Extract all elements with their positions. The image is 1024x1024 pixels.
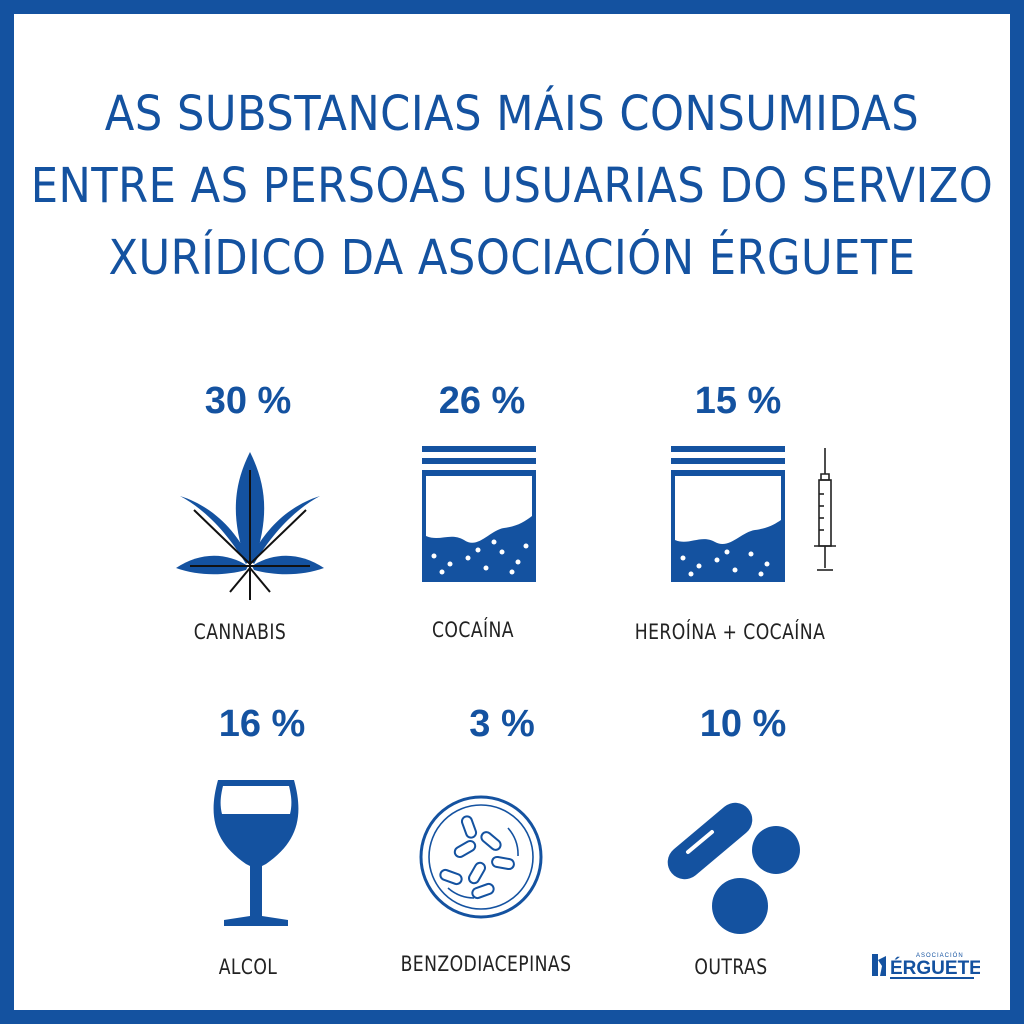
category-label-cocaina: COCAÍNA bbox=[432, 618, 514, 642]
pill-plate-icon bbox=[419, 795, 543, 919]
value-label-alcol: 16 % bbox=[218, 703, 306, 745]
title-line-2: ENTRE AS PERSOAS USUARIAS DO SERVIZO bbox=[30, 158, 994, 214]
capsules-icon bbox=[667, 802, 800, 934]
category-label-outras: OUTRAS bbox=[694, 955, 768, 979]
value-label-cocaina: 26 % bbox=[438, 380, 526, 422]
powder-bag-syringe-icon bbox=[671, 446, 785, 582]
syringe-icon bbox=[814, 448, 836, 571]
svg-text:ÉRGUETE: ÉRGUETE bbox=[890, 957, 980, 979]
erguete-logo: ASOCIACIÓN ÉRGUETE bbox=[870, 950, 982, 984]
value-label-heroina-cocaina: 15 % bbox=[694, 380, 782, 422]
svg-text:ASOCIACIÓN: ASOCIACIÓN bbox=[916, 952, 964, 959]
value-label-benzodiacepinas: 3 % bbox=[469, 703, 535, 745]
cannabis-leaf-icon bbox=[176, 452, 324, 600]
wine-glass-icon bbox=[213, 780, 299, 926]
category-label-cannabis: CANNABIS bbox=[193, 620, 287, 644]
title-line-3: XURÍDICO DA ASOCIACIÓN ÉRGUETE bbox=[108, 230, 916, 286]
value-label-outras: 10 % bbox=[699, 703, 787, 745]
title-line-1: AS SUBSTANCIAS MÁIS CONSUMIDAS bbox=[104, 86, 920, 142]
category-label-heroina-cocaina: HEROÍNA + COCAÍNA bbox=[634, 620, 826, 644]
page-title: AS SUBSTANCIAS MÁIS CONSUMIDAS ENTRE AS … bbox=[0, 78, 1024, 294]
category-label-alcol: ALCOL bbox=[218, 955, 278, 979]
category-label-benzodiacepinas: BENZODIACEPINAS bbox=[400, 952, 572, 976]
erguete-logo-mark: ASOCIACIÓN ÉRGUETE bbox=[872, 952, 982, 979]
value-label-cannabis: 30 % bbox=[204, 380, 292, 422]
powder-bag-icon bbox=[422, 446, 536, 582]
